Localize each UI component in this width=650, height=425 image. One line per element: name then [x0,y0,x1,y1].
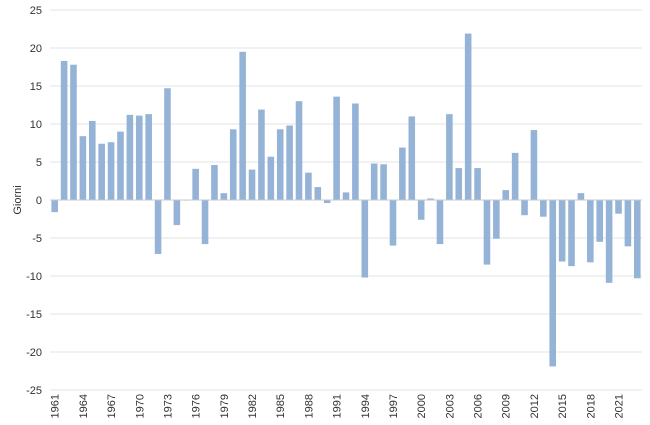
bar-1962 [60,60,68,200]
y-tick-label: 15 [30,81,42,93]
bar-2003 [446,114,453,200]
y-tick-label: -5 [32,233,42,245]
y-axis-title: Giorni [12,185,24,214]
bar-1993 [352,103,359,200]
bars [51,33,641,367]
y-tick-label: -25 [26,385,42,397]
bar-1976 [192,168,199,200]
bar-1973 [164,88,171,200]
x-tick-label: 2012 [529,394,541,418]
bar-1986 [286,125,293,200]
y-tick-label: -20 [26,347,42,359]
bar-1982 [248,169,256,200]
bar-2015 [558,200,566,262]
bar-1979 [220,193,228,200]
bar-2005 [464,33,472,201]
y-tick-label: 10 [30,119,42,131]
y-tick-label: 0 [36,195,42,207]
x-tick-label: 1973 [163,394,175,418]
bar-2016 [568,200,575,267]
bar-1963 [70,64,77,200]
bar-1995 [370,163,378,200]
bar-1980 [229,129,237,200]
bar-1977 [201,200,209,245]
bar-1968 [117,131,124,200]
bar-2021 [615,200,622,214]
bar-2006 [474,168,481,200]
x-tick-label: 2009 [501,394,513,418]
y-tick-label: -15 [26,309,42,321]
bar-2009 [502,190,510,200]
y-tick-label: 25 [30,5,42,17]
bar-2007 [483,200,491,265]
bar-2012 [530,130,538,200]
bar-1999 [408,116,416,200]
bar-2014 [549,200,557,367]
bar-1994 [361,200,369,278]
bar-1974 [173,200,181,226]
bar-1985 [276,129,284,200]
y-tick-label: 20 [30,43,42,55]
bar-1964 [79,136,87,200]
bar-1984 [267,156,275,200]
x-tick-label: 2015 [557,394,569,418]
bar-2020 [605,200,613,283]
bar-2011 [521,200,528,216]
x-tick-label: 1976 [191,394,203,418]
x-tick-label: 1997 [388,394,400,418]
x-tick-label: 1985 [275,394,287,418]
bar-2022 [624,200,632,247]
bar-2019 [596,200,604,242]
bar-1983 [258,109,265,200]
bar-2000 [417,200,425,220]
x-tick-label: 2006 [473,394,485,418]
bar-1961 [51,200,58,213]
x-tick-label: 1988 [303,394,315,418]
bar-2001 [427,198,434,200]
bar-1978 [211,165,218,200]
bar-1972 [154,200,162,254]
x-tick-label: 1991 [332,394,344,418]
x-tick-label: 2018 [585,394,597,418]
bar-2018 [587,200,594,263]
y-axis-ticks: 25 20 15 10 5 0 -5 -10 -15 -20 -25 [26,5,42,397]
bar-1990 [323,200,331,204]
x-tick-label: 2000 [416,394,428,418]
x-tick-label: 1994 [360,394,372,418]
bar-1981 [239,51,246,200]
x-axis-ticks: 1961 1964 1967 1970 1973 1976 1979 1982 1985 1988… [50,394,626,418]
x-tick-label: 2021 [614,394,626,418]
y-tick-label: 5 [36,157,42,169]
x-tick-label: 1982 [247,394,259,418]
bar-2004 [455,168,463,200]
y-tick-label: -10 [26,271,42,283]
x-tick-label: 1961 [50,394,62,418]
bar-1992 [342,192,350,200]
x-tick-label: 1967 [106,394,118,418]
bar-2002 [436,200,444,245]
bar-2013 [540,200,547,217]
bar-1966 [98,143,105,200]
bar-1969 [126,114,134,200]
x-tick-label: 1970 [134,394,146,418]
bar-1987 [295,101,303,200]
bar-2010 [511,152,519,200]
bar-1967 [107,142,115,200]
x-tick-label: 1979 [219,394,231,418]
bar-1989 [314,187,322,200]
bar-1998 [399,147,406,200]
bar-1997 [389,200,397,246]
bar-1970 [135,115,143,200]
bar-2008 [493,200,500,239]
bar-1971 [145,114,152,200]
x-tick-label: 1964 [78,394,90,418]
x-tick-label: 2003 [444,394,456,418]
bar-1996 [380,164,387,200]
bar-1965 [89,120,96,200]
bar-1991 [333,96,340,200]
bar-1988 [305,172,312,200]
bar-2017 [577,193,585,200]
bar-2023 [634,200,641,279]
